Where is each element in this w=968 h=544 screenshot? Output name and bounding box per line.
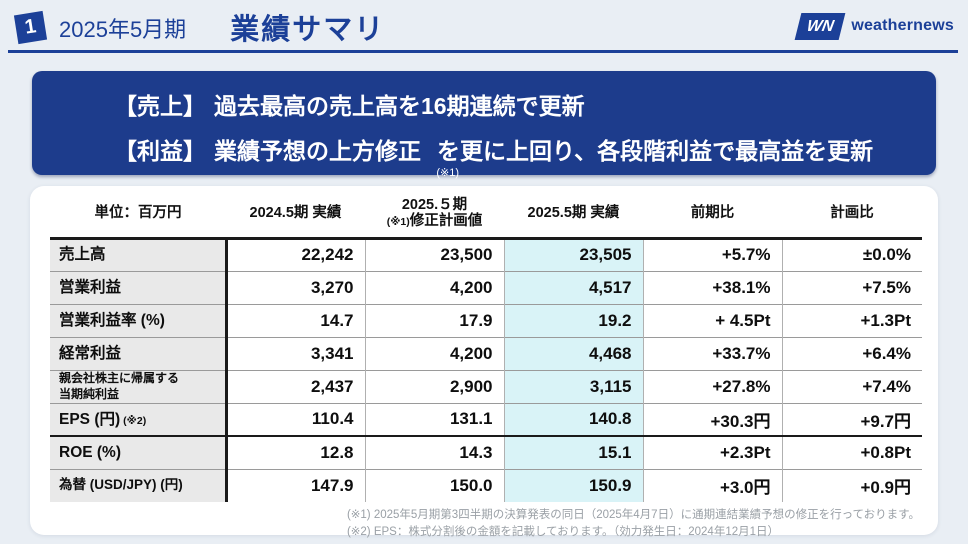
row-label: EPS (円) (※2) [50,402,228,436]
logo-text: weathernews [851,17,954,34]
col-header-fy2025-plan-line1: 2025.５期 [401,196,468,213]
cell-fy2024-actual: 3,270 [226,270,365,304]
col-header-fy2025-plan-note: (※1) [386,216,410,229]
cell-fy2024-actual: 2,437 [226,369,365,403]
cell-fy2025-plan: 2,900 [364,369,504,403]
highlight-profit-rest: を更に上回り、各段階利益で最高益を更新 [437,138,874,164]
section-number: 1 [23,14,38,39]
highlights-banner: 【売上】 過去最高の売上高を16期連続で更新 【利益】 業績予想の上方修正 (※1) を… [32,71,936,179]
cell-fy2024-actual: 12.8 [226,435,365,469]
highlight-sales-prefix: 【売上】 [114,93,206,119]
logo-mark-text: WN [805,17,836,34]
cell-fy2025-plan: 14.3 [364,435,504,469]
col-header-fy2025-plan-line2: 修正計画値 [409,213,483,230]
fiscal-period-label: 2025年5月期 [59,17,187,42]
row-label: 売上高 [50,236,228,271]
cell-vs-plan: +7.5% [781,270,922,304]
cell-fy2024-actual: 3,341 [226,336,365,370]
cell-vs-plan: ±0.0% [781,236,922,271]
cell-yoy: +27.8% [642,369,782,403]
cell-fy2025-plan: 150.0 [364,468,504,502]
row-label: 経常利益 [50,336,228,370]
page-header: 1 2025年5月期 業績サマリ WN weathernews [0,0,968,50]
highlight-profit-revision-text: 業績予想の上方修正 [214,138,421,164]
cell-fy2024-actual: 14.7 [226,303,365,337]
cell-fy2024-actual: 22,242 [226,236,365,271]
highlight-sales-text: 過去最高の売上高を16期連続で更新 [214,93,585,119]
col-header-vs-plan: 計画比 [830,204,874,221]
cell-vs-plan: +6.4% [781,336,922,370]
col-header-fy2025-plan: 2025.５期 (※1)修正計画値 [365,194,504,238]
cell-vs-plan: +7.4% [781,369,922,403]
cell-yoy: +2.3Pt [642,435,782,469]
results-table-header: 単位：百万円 2024.5期 実績 2025.５期 (※1)修正計画値 2025… [50,194,922,238]
cell-yoy: +30.3円 [642,402,782,436]
cell-vs-plan: +9.7円 [781,402,922,436]
cell-yoy: +33.7% [642,336,782,370]
col-header-unit: 単位：百万円 [94,204,182,221]
cell-fy2025-actual: 4,517 [503,270,643,304]
table-row-eps: EPS (円) (※2) 110.4 131.1 140.8 +30.3円 +9.… [50,402,922,436]
cell-fy2025-actual: 23,505 [503,236,643,271]
cell-yoy: +38.1% [642,270,782,304]
page-title: 業績サマリ [230,14,386,46]
cell-yoy: +5.7% [642,236,782,271]
col-header-fy2024-actual: 2024.5期 実績 [249,204,342,221]
cell-fy2024-actual: 110.4 [226,402,365,436]
header-divider [8,50,958,53]
col-header-yoy: 前期比 [690,204,735,221]
highlight-profit-revision: 業績予想の上方修正 (※1) [214,138,459,179]
row-label: 営業利益 [50,270,228,304]
footnotes: (※1) 2025年5月期第3四半期の決算発表の同日（2025年4月7日）に通期… [50,507,922,540]
cell-fy2025-actual: 140.8 [503,402,643,436]
footnote-2: (※2) EPS：株式分割後の金額を記載しております。（効力発生日：2024年1… [346,525,780,538]
highlight-sales: 【売上】 過去最高の売上高を16期連続で更新 [114,87,916,121]
cell-fy2024-actual: 147.9 [226,468,365,502]
row-label: 親会社株主に帰属する 当期純利益 [50,369,228,403]
cell-yoy: +3.0円 [642,468,782,502]
cell-vs-plan: +1.3Pt [781,303,922,337]
cell-vs-plan: +0.8Pt [781,435,922,469]
logo-mark-icon: WN [794,12,846,40]
row-label-text: EPS (円) [59,410,121,428]
col-header-fy2025-actual: 2025.5期 実績 [527,204,620,221]
cell-fy2025-plan: 17.9 [364,303,504,337]
highlight-profit-footnote-ref: (※1) [436,167,459,179]
cell-yoy: + 4.5Pt [642,303,782,337]
cell-fy2025-plan: 23,500 [364,236,504,271]
table-row-roe: ROE (%) 12.8 14.3 15.1 +2.3Pt +0.8Pt [50,435,922,469]
cell-vs-plan: +0.9円 [781,468,922,502]
table-row-net-sales: 売上高 22,242 23,500 23,505 +5.7% ±0.0% [50,236,922,271]
cell-fy2025-plan: 131.1 [364,402,504,436]
table-row-net-income: 親会社株主に帰属する 当期純利益 2,437 2,900 3,115 +27.8… [50,369,922,403]
cell-fy2025-actual: 15.1 [503,435,643,469]
cell-fy2025-actual: 4,468 [503,336,643,370]
table-row-ordinary-profit: 経常利益 3,341 4,200 4,468 +33.7% +6.4% [50,336,922,370]
row-label-footnote-ref: (※2) [123,414,147,427]
cell-fy2025-actual: 150.9 [503,468,643,502]
table-row-operating-margin: 営業利益率 (%) 14.7 17.9 19.2 + 4.5Pt +1.3Pt [50,303,922,337]
cell-fy2025-actual: 3,115 [503,369,643,403]
row-label: 営業利益率 (%) [50,303,228,337]
results-card: 単位：百万円 2024.5期 実績 2025.５期 (※1)修正計画値 2025… [30,186,938,538]
section-number-badge: 1 [13,10,48,44]
weathernews-logo: WN weathernews [794,12,954,40]
table-row-fx-rate: 為替 (USD/JPY) (円) 147.9 150.0 150.9 +3.0円… [50,468,922,502]
cell-fy2025-plan: 4,200 [364,270,504,304]
footnote-1: (※1) 2025年5月期第3四半期の決算発表の同日（2025年4月7日）に通期… [346,509,920,521]
results-table: 単位：百万円 2024.5期 実績 2025.５期 (※1)修正計画値 2025… [50,194,922,502]
cell-fy2025-plan: 4,200 [364,336,504,370]
row-label: ROE (%) [50,435,228,469]
row-label: 為替 (USD/JPY) (円) [50,468,228,502]
cell-fy2025-actual: 19.2 [503,303,643,337]
table-row-operating-profit: 営業利益 3,270 4,200 4,517 +38.1% +7.5% [50,270,922,304]
highlight-profit-prefix: 【利益】 [114,138,206,164]
highlight-profit: 【利益】 業績予想の上方修正 (※1) を更に上回り、各段階利益で最高益を更新 [114,132,916,179]
